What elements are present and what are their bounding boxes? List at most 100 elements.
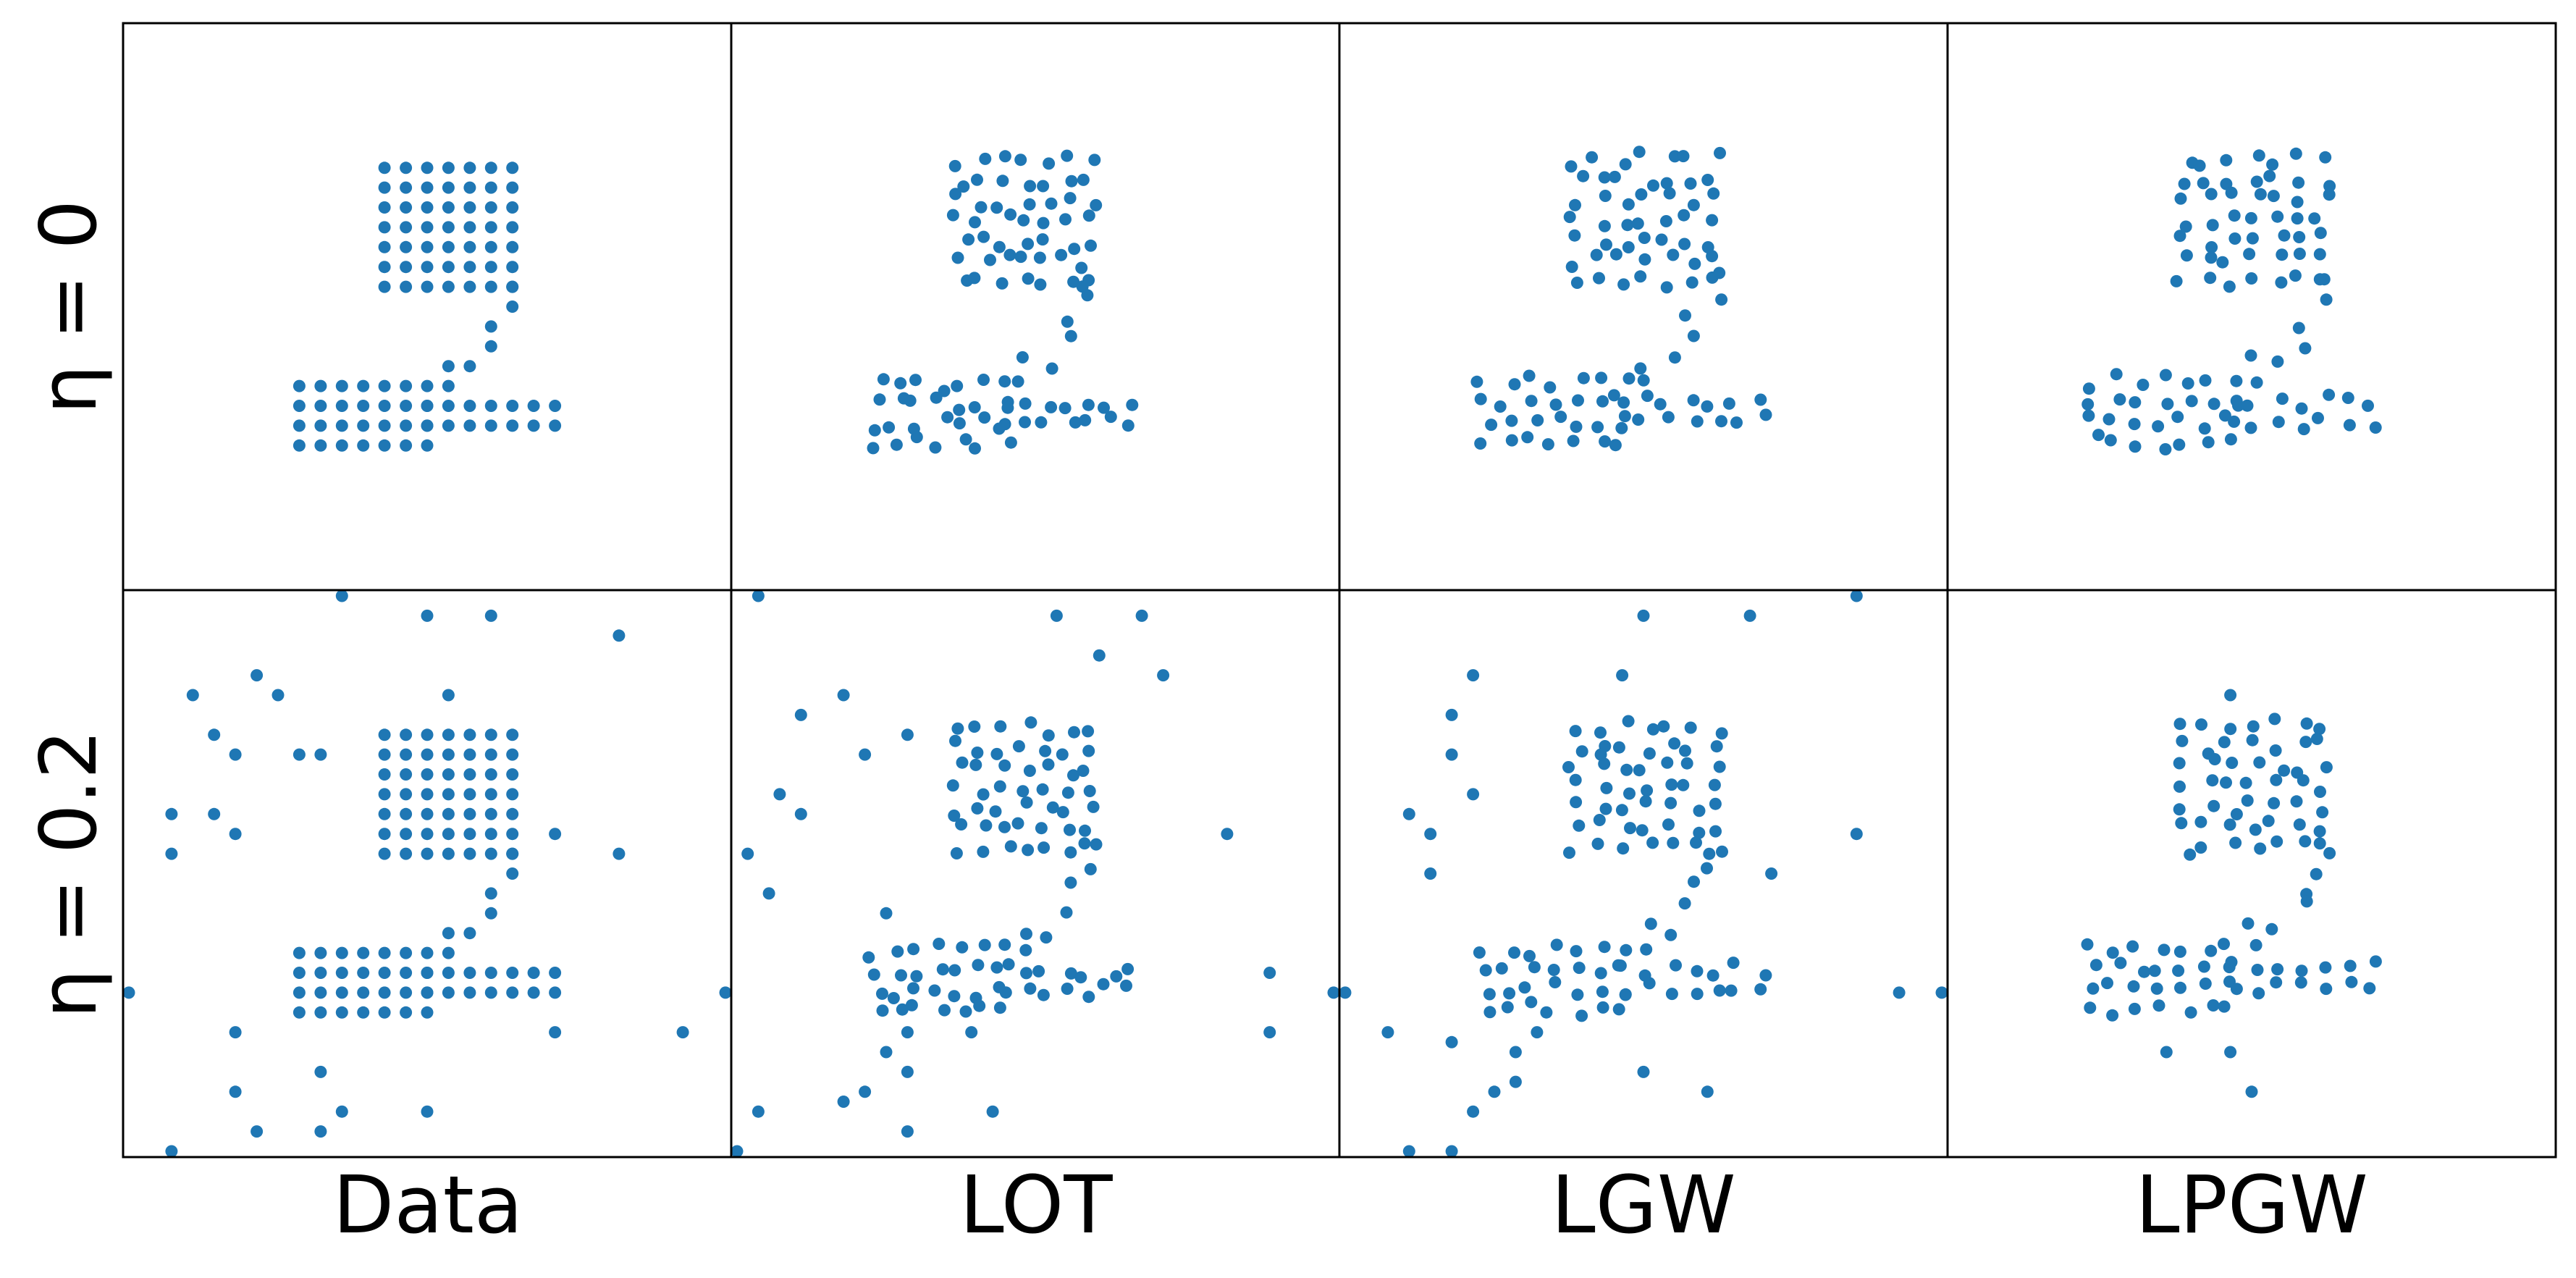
scatter-point-lot-row0 bbox=[953, 417, 966, 430]
scatter-point-lpgw-row0 bbox=[2152, 420, 2165, 433]
scatter-point-data-row0 bbox=[506, 400, 519, 412]
scatter-point-data-row0 bbox=[442, 161, 455, 175]
scatter-point-lot-row0 bbox=[1065, 175, 1078, 188]
scatter-point-data-row0 bbox=[378, 161, 391, 175]
scatter-point-lot-row1 bbox=[1064, 967, 1077, 980]
scatter-point-data-row0 bbox=[400, 379, 413, 392]
scatter-point-lgw-row0 bbox=[1593, 272, 1605, 285]
scatter-point-data-row1 bbox=[378, 748, 391, 761]
scatter-point-lot-row0 bbox=[1033, 251, 1046, 264]
scatter-point-lpgw-row0 bbox=[2295, 402, 2308, 415]
scatter-point-lpgw-row0 bbox=[2291, 212, 2304, 225]
scatter-point-lgw-row0 bbox=[1685, 276, 1699, 289]
scatter-point-lgw-row1 bbox=[1641, 784, 1654, 797]
scatter-point-data-row1 bbox=[442, 967, 455, 979]
outlier-point-data bbox=[165, 1145, 178, 1158]
outlier-point-data bbox=[122, 986, 135, 999]
scatter-point-lot-row1 bbox=[905, 999, 918, 1012]
scatter-point-data-row0 bbox=[506, 201, 519, 214]
scatter-point-lgw-row1 bbox=[1550, 938, 1563, 951]
scatter-point-lpgw-row1 bbox=[2081, 938, 2094, 951]
scatter-point-lpgw-row0 bbox=[2289, 269, 2302, 282]
scatter-point-lpgw-row0 bbox=[2267, 190, 2280, 203]
scatter-point-lgw-row0 bbox=[1706, 214, 1719, 227]
scatter-point-data-row1 bbox=[484, 728, 497, 741]
scatter-point-lot-row1 bbox=[1061, 983, 1074, 995]
outlier-point-data bbox=[251, 1125, 264, 1138]
scatter-point-lot-row0 bbox=[993, 422, 1006, 435]
scatter-point-data-row1 bbox=[292, 1006, 306, 1019]
outlier-point-lot bbox=[794, 708, 807, 721]
scatter-point-lot-row0 bbox=[959, 433, 972, 446]
outlier-point-data bbox=[335, 589, 348, 602]
scatter-point-lot-row1 bbox=[1064, 876, 1077, 889]
outlier-point-data bbox=[292, 748, 306, 761]
scatter-point-lot-row0 bbox=[984, 253, 996, 266]
scatter-point-lpgw-row1 bbox=[2246, 733, 2259, 747]
scatter-point-data-row1 bbox=[484, 807, 497, 820]
scatter-point-data-row1 bbox=[400, 847, 413, 860]
scatter-point-lot-row0 bbox=[977, 374, 990, 386]
scatter-point-lot-row0 bbox=[1003, 248, 1016, 261]
scatter-point-lpgw-row1 bbox=[2313, 825, 2326, 838]
scatter-point-lpgw-row0 bbox=[2244, 211, 2257, 224]
scatter-point-lpgw-row0 bbox=[2244, 349, 2257, 362]
scatter-point-data-row0 bbox=[400, 201, 413, 214]
scatter-point-lot-row0 bbox=[957, 180, 970, 193]
scatter-point-data-row0 bbox=[549, 400, 562, 412]
scatter-point-data-row1 bbox=[314, 1006, 327, 1019]
scatter-point-lot-row1 bbox=[1040, 931, 1053, 944]
scatter-point-data-row0 bbox=[378, 400, 391, 412]
outlier-point-lgw bbox=[1743, 609, 1756, 622]
outlier-point-lot bbox=[901, 1026, 914, 1039]
scatter-point-lgw-row0 bbox=[1754, 393, 1767, 406]
scatter-point-lpgw-row1 bbox=[2208, 753, 2221, 765]
scatter-point-lgw-row1 bbox=[1706, 969, 1720, 982]
scatter-point-lgw-row1 bbox=[1495, 962, 1508, 975]
outlier-point-lgw bbox=[1509, 1075, 1522, 1088]
scatter-point-lot-row1 bbox=[1056, 748, 1069, 761]
scatter-point-lgw-row0 bbox=[1660, 177, 1673, 190]
scatter-point-lgw-row0 bbox=[1563, 211, 1576, 224]
scatter-point-lot-row1 bbox=[1082, 744, 1095, 757]
scatter-point-data-row1 bbox=[400, 748, 413, 761]
scatter-point-data-row1 bbox=[421, 946, 434, 959]
scatter-point-lgw-row0 bbox=[1707, 187, 1720, 200]
scatter-point-lgw-row1 bbox=[1639, 795, 1652, 808]
scatter-point-lot-row1 bbox=[998, 820, 1011, 833]
scatter-point-lot-row1 bbox=[989, 805, 1002, 818]
panel-frame-r0-c3 bbox=[1946, 22, 2557, 592]
outlier-point-lgw bbox=[1488, 1085, 1501, 1098]
scatter-point-lpgw-row0 bbox=[2202, 436, 2215, 449]
scatter-point-lot-row1 bbox=[876, 987, 888, 1000]
scatter-point-lpgw-row0 bbox=[2218, 409, 2231, 422]
scatter-point-data-row0 bbox=[506, 161, 519, 175]
scatter-point-lpgw-row0 bbox=[2362, 399, 2374, 412]
outlier-point-data bbox=[229, 1026, 242, 1039]
scatter-point-data-row1 bbox=[400, 788, 413, 801]
scatter-point-data-row1 bbox=[357, 946, 370, 959]
scatter-point-lgw-row0 bbox=[1541, 438, 1554, 451]
scatter-point-lgw-row1 bbox=[1479, 964, 1492, 977]
scatter-point-lpgw-row0 bbox=[2104, 434, 2117, 447]
scatter-point-data-row1 bbox=[549, 967, 562, 979]
scatter-point-data-row0 bbox=[314, 379, 327, 392]
scatter-point-lpgw-row0 bbox=[2137, 379, 2150, 391]
scatter-point-lgw-row0 bbox=[1663, 187, 1676, 200]
scatter-point-lgw-row0 bbox=[1485, 419, 1498, 432]
scatter-point-lot-row0 bbox=[1019, 397, 1032, 410]
scatter-point-lot-row0 bbox=[1016, 351, 1029, 363]
scatter-point-lgw-row0 bbox=[1730, 416, 1743, 429]
outlier-point-lgw bbox=[1893, 986, 1906, 999]
scatter-point-data-row1 bbox=[442, 768, 455, 781]
scatter-point-data-row0 bbox=[463, 280, 476, 293]
scatter-point-lpgw-row1 bbox=[2173, 718, 2186, 731]
outlier-point-lot bbox=[880, 1046, 893, 1059]
scatter-point-lot-row0 bbox=[1024, 180, 1037, 193]
scatter-point-lpgw-row0 bbox=[2173, 438, 2186, 451]
scatter-point-lot-row1 bbox=[938, 1004, 951, 1017]
scatter-point-lpgw-row1 bbox=[2299, 835, 2312, 848]
scatter-point-lpgw-row1 bbox=[2150, 982, 2163, 995]
scatter-point-lgw-row0 bbox=[1706, 250, 1719, 263]
scatter-point-data-row1 bbox=[442, 728, 455, 741]
